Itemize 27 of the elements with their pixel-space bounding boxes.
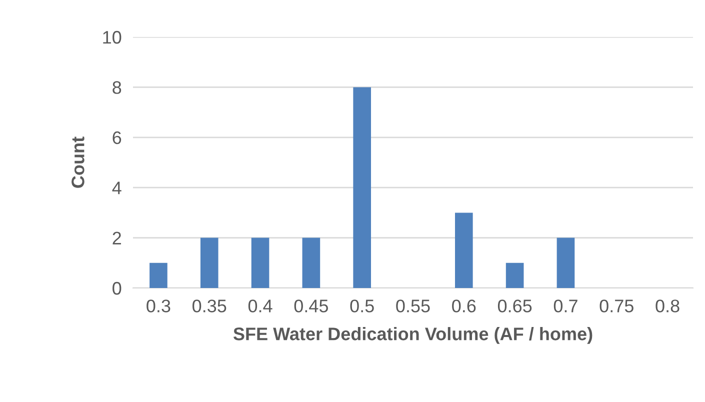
x-tick-label: 0.6 [452,300,476,312]
bar [455,212,473,288]
x-tick-label: 0.8 [656,300,680,312]
x-tick-label: 0.65 [498,300,532,312]
bar [302,238,320,288]
x-tick-label: 0.5 [350,300,374,312]
x-tick-label: 0.75 [600,300,634,312]
x-tick-label: 0.55 [396,300,430,312]
x-tick-label: 0.45 [294,300,328,312]
bar [200,238,218,288]
y-axis-title: Count [72,136,84,188]
x-tick-label: 0.3 [146,300,170,312]
bar [506,262,524,288]
x-axis-title: SFE Water Dedication Volume (AF / home) [233,327,592,344]
y-tick-label: 8 [112,81,122,94]
y-tick-label: 0 [112,282,122,295]
y-tick-label: 4 [112,182,122,194]
bar [150,262,168,288]
x-tick-label: 0.7 [554,300,578,312]
y-tick-label: 2 [112,232,121,244]
x-tick-label: 0.4 [248,300,272,312]
x-tick-label: 0.35 [192,300,226,312]
bar [556,238,575,288]
bar [251,238,270,288]
bar [353,87,371,288]
y-tick-label: 10 [103,30,122,44]
y-tick-label: 6 [112,131,122,144]
